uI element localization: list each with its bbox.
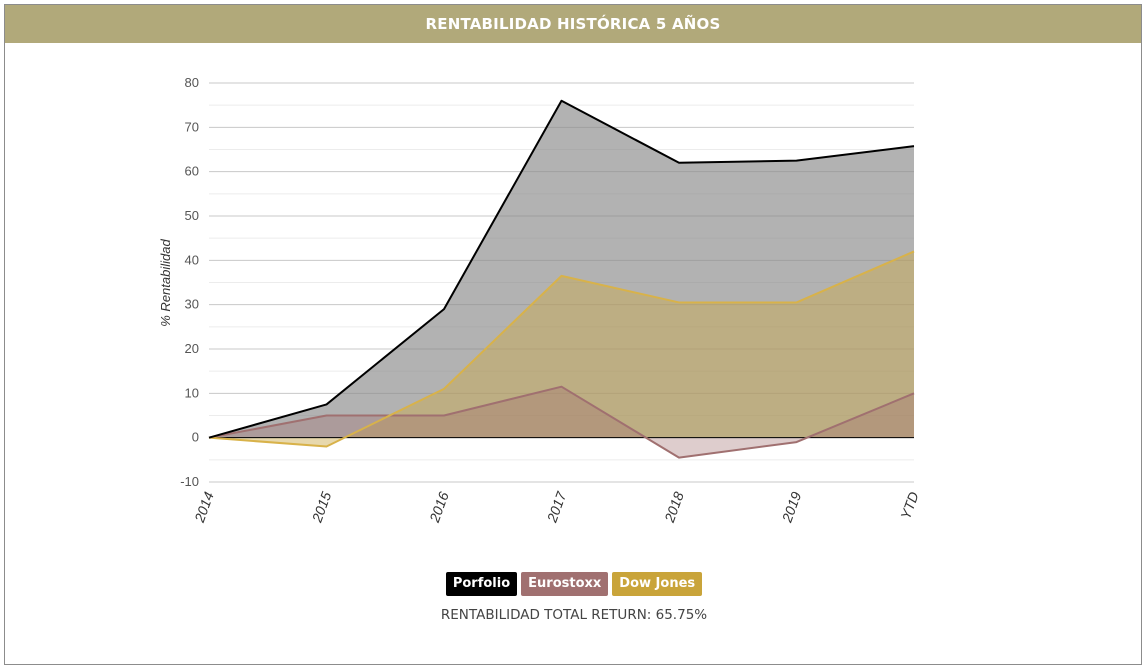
- chart-legend: Porfolio Eurostoxx Dow Jones: [0, 572, 1148, 596]
- y-tick-label: 30: [185, 297, 199, 312]
- y-tick-label: 50: [185, 208, 199, 223]
- series-area-porfolio: [209, 100, 914, 438]
- legend-item-eurostoxx[interactable]: Eurostoxx: [521, 572, 609, 596]
- x-tick-label: YTD: [897, 490, 922, 522]
- y-tick-label: 0: [192, 430, 199, 445]
- series-area-dow-jones: [209, 251, 914, 447]
- y-tick-label: 40: [185, 252, 199, 267]
- x-tick-label: 2014: [191, 489, 217, 525]
- total-return-text: RENTABILIDAD TOTAL RETURN: 65.75%: [440, 607, 708, 623]
- series-area-eurostoxx: [209, 386, 914, 458]
- chart-header: RENTABILIDAD HISTÓRICA 5 AÑOS: [5, 5, 1141, 43]
- x-tick-label: 2015: [308, 489, 334, 525]
- series-line-dow-jones: [208, 250, 915, 448]
- legend-item-dow-jones[interactable]: Dow Jones: [612, 572, 703, 596]
- y-tick-label: 70: [185, 119, 199, 134]
- series-line-eurostoxx: [208, 385, 915, 459]
- y-tick-label: 60: [185, 164, 199, 179]
- x-tick-label: 2017: [543, 488, 569, 525]
- x-tick-label: 2018: [661, 489, 687, 525]
- y-tick-label: 20: [185, 341, 199, 356]
- y-tick-label: 80: [185, 75, 199, 90]
- series-line-porfolio: [208, 99, 915, 439]
- legend-item-porfolio[interactable]: Porfolio: [445, 572, 518, 596]
- y-tick-label: 10: [185, 385, 199, 400]
- y-axis-title: % Rentabilidad: [158, 239, 173, 327]
- x-tick-label: 2019: [778, 489, 804, 525]
- y-tick-label: -10: [180, 474, 199, 489]
- x-tick-label: 2016: [426, 489, 452, 525]
- chart-title: RENTABILIDAD HISTÓRICA 5 AÑOS: [425, 15, 721, 33]
